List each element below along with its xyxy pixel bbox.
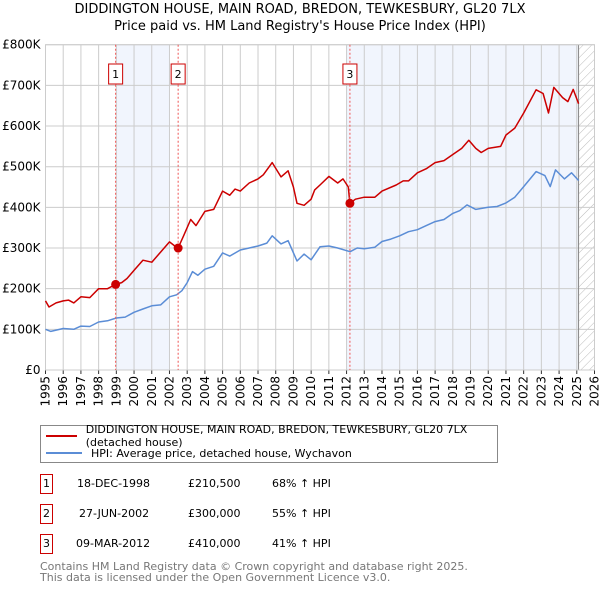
y-tick-label: £200K [2, 282, 42, 296]
chart-title: DIDDINGTON HOUSE, MAIN ROAD, BREDON, TEW… [74, 2, 526, 17]
x-tick-label: 1999 [109, 376, 123, 407]
sale-number-badge: 2 [40, 504, 53, 524]
plot-border [45, 44, 595, 371]
x-tick-label: 2022 [517, 376, 531, 407]
footer-copyright: Contains HM Land Registry data © Crown c… [40, 560, 468, 573]
transaction-row: 3 09-MAR-2012 £410,000 41% ↑ HPI [40, 534, 600, 554]
x-tick-label: 2020 [481, 376, 495, 407]
sale-date: 18-DEC-1998 [77, 477, 151, 490]
y-tick-label: £100K [2, 322, 42, 336]
sale-number-badge: 1 [40, 474, 53, 494]
x-tick-label: 1998 [92, 376, 106, 407]
sale-number-label: 3 [346, 68, 353, 81]
sale-hpi-change: 55% ↑ HPI [272, 507, 331, 520]
transaction-row: 2 27-JUN-2002 £300,000 55% ↑ HPI [40, 504, 600, 524]
x-tick-label: 2008 [269, 376, 283, 407]
legend: DIDDINGTON HOUSE, MAIN ROAD, BREDON, TEW… [40, 423, 498, 463]
sale-point [173, 243, 183, 253]
sale-price: £210,500 [188, 477, 241, 490]
x-tick-label: 2007 [251, 376, 265, 407]
sale-number-badge [342, 63, 358, 85]
x-tick-label: 2021 [499, 376, 513, 407]
x-tick-label: 2012 [340, 376, 354, 407]
x-tick-label: 2009 [286, 376, 300, 407]
sale-number-badge [170, 63, 186, 85]
x-tick-label: 2011 [322, 376, 336, 407]
sale-number-badge [108, 63, 124, 85]
x-tick-label: 2000 [127, 376, 141, 407]
y-tick-label: £400K [2, 200, 42, 214]
x-tick-label: 2001 [145, 376, 159, 407]
x-tick-label: 2010 [304, 376, 318, 407]
x-tick-label: 1996 [56, 376, 70, 407]
legend-item-hpi: HPI: Average price, detached house, Wych… [41, 445, 352, 461]
sale-number-label: 1 [112, 68, 119, 81]
y-tick-label: £600K [2, 119, 42, 133]
x-tick-label: 2003 [180, 376, 194, 407]
transaction-row: 1 18-DEC-1998 £210,500 68% ↑ HPI [40, 474, 600, 494]
y-tick-label: £700K [2, 78, 42, 92]
sale-date: 27-JUN-2002 [79, 507, 150, 520]
legend-item-property: DIDDINGTON HOUSE, MAIN ROAD, BREDON, TEW… [41, 423, 497, 449]
sale-point [111, 279, 121, 289]
y-tick-label: £500K [2, 160, 42, 174]
sale-number-label: 2 [175, 68, 182, 81]
hpi-line [45, 169, 580, 333]
x-tick-label: 1997 [74, 376, 88, 407]
x-tick-label: 2018 [446, 376, 460, 407]
x-tick-label: 2025 [570, 376, 584, 407]
x-tick-label: 2006 [233, 376, 247, 407]
y-tick-label: £300K [2, 241, 42, 255]
y-tick-label: £800K [2, 38, 42, 52]
property-price-line [44, 86, 580, 308]
y-tick-label: £0 [25, 363, 40, 377]
sale-point [345, 198, 355, 208]
chart-subtitle: Price paid vs. HM Land Registry's House … [114, 19, 486, 34]
legend-label: HPI: Average price, detached house, Wych… [91, 446, 352, 460]
x-tick-label: 2005 [216, 376, 230, 407]
x-tick-label: 2004 [198, 376, 212, 407]
sale-price: £300,000 [188, 507, 241, 520]
blue-line-swatch [46, 452, 82, 454]
sale-date: 09-MAR-2012 [76, 537, 151, 550]
footer-licence: This data is licensed under the Open Gov… [40, 571, 391, 584]
x-tick-label: 2002 [162, 376, 176, 407]
sale-price: £410,000 [188, 537, 241, 550]
sale-number-badge: 3 [40, 534, 53, 554]
x-tick-label: 2023 [534, 376, 548, 407]
x-tick-label: 2016 [410, 376, 424, 407]
x-tick-label: 2026 [588, 376, 600, 407]
sale-hpi-change: 68% ↑ HPI [272, 477, 331, 490]
x-tick-label: 1995 [39, 376, 53, 407]
red-line-swatch [46, 435, 77, 437]
price-chart: £0 £100K £200K £300K £400K £500K £600K £700K £80… [2, 38, 600, 407]
x-tick-label: 2019 [464, 376, 478, 407]
x-tick-label: 2017 [428, 376, 442, 407]
sale-hpi-change: 41% ↑ HPI [272, 537, 331, 550]
legend-label: DIDDINGTON HOUSE, MAIN ROAD, BREDON, TEW… [85, 423, 468, 449]
x-tick-label: 2015 [393, 376, 407, 407]
x-tick-label: 2013 [357, 376, 371, 407]
x-tick-label: 2024 [552, 376, 566, 407]
x-tick-label: 2014 [375, 376, 389, 407]
